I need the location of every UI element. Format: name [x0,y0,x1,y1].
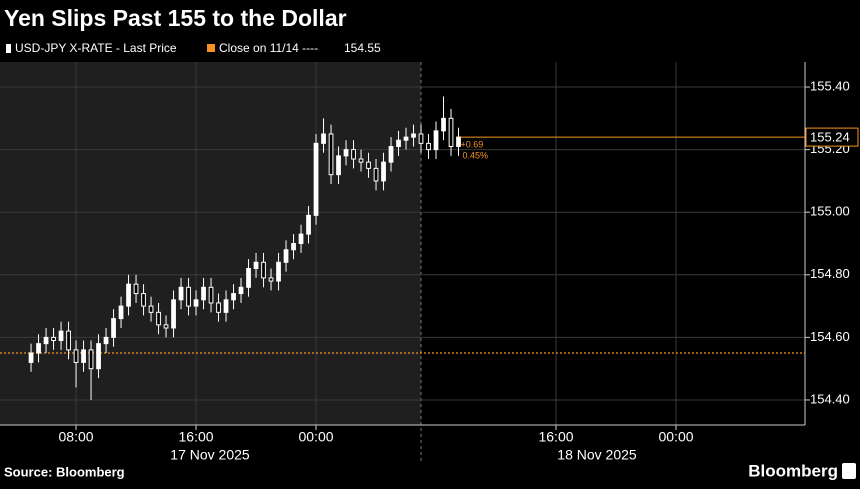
brand: Bloomberg [748,461,838,480]
candle-body [291,243,296,251]
candle-body [231,293,236,301]
y-tick-label: 154.80 [810,266,850,281]
candle-body [306,214,311,235]
x-tick-label: 16:00 [179,429,214,445]
legend-label: USD-JPY X-RATE - Last Price [15,41,177,55]
legend-value: 154.55 [344,41,381,55]
candle-body [103,336,109,345]
candle-body [148,305,154,313]
candle-body [396,139,401,147]
candle-body [28,352,34,363]
candle-body [373,167,379,182]
legend-swatch [207,44,215,52]
candle-body [126,283,131,307]
candle-body [163,324,169,329]
candle-body [156,311,161,326]
candle-body [328,133,334,176]
candle-body [171,299,176,329]
legend-swatch [6,44,11,53]
candle-body [433,130,439,151]
candle-body [193,299,199,307]
candle-body [216,302,221,313]
candle-body [366,161,371,169]
candle-body [298,233,304,245]
last-price-box [805,127,859,147]
candle-body [351,149,356,160]
y-tick-label: 154.60 [810,329,850,344]
x-tick-label: 00:00 [299,429,334,445]
session-shade [0,62,422,425]
y-tick-label: 155.40 [810,78,850,93]
legend-label: Close on 11/14 ---- [219,41,318,55]
candle-body [456,136,461,147]
candle-body [441,117,446,132]
candle-body [118,305,124,320]
candle-body [88,349,94,370]
candle-body [336,155,341,176]
candle-body [253,261,259,270]
brand-icon [842,463,856,479]
candle-body [36,343,41,354]
candle-body [246,268,251,288]
candle-body [208,286,214,304]
chart-title: Yen Slips Past 155 to the Dollar [4,5,347,31]
candle-body [186,286,191,307]
candle-body [276,261,281,282]
candle-body [43,336,49,345]
candle-body [418,133,424,144]
candle-body [133,283,139,295]
candle-body [73,349,79,363]
plot: 154.40154.60154.80155.00155.20155.4008:0… [0,62,859,463]
candle-body [343,149,349,157]
candle-body [268,277,274,282]
candle-body [58,330,64,342]
candle-body [313,142,319,216]
candle-body [238,286,244,295]
candle-body [201,286,206,301]
y-tick-label: 155.00 [810,204,850,219]
x-tick-label: 00:00 [658,429,693,445]
candle-body [358,158,364,163]
candle-body [448,117,454,147]
candle-body [81,349,86,363]
candle-body [388,145,394,163]
candle-body [223,299,229,313]
candle-body [381,161,386,182]
x-tick-label: 16:00 [538,429,573,445]
candle-body [96,343,101,370]
candle-body [66,330,71,351]
candle-body [51,336,56,342]
last-price-label: 155.24 [810,130,850,145]
change-label: +0.69 [461,139,484,149]
candle-body [403,136,409,141]
candle-body [283,249,289,263]
candle-body [321,133,326,144]
candle-body [261,261,266,279]
source: Source: Bloomberg [4,464,125,479]
candle-body [411,133,416,138]
x-date-label: 18 Nov 2025 [557,447,637,463]
candle-body [141,293,146,307]
change-pct-label: 0.45% [463,150,489,160]
candle-body [426,142,431,151]
y-tick-label: 154.40 [810,391,850,406]
candle-body [178,286,184,301]
x-date-label: 17 Nov 2025 [170,447,250,463]
candle-body [111,318,116,338]
x-tick-label: 08:00 [59,429,94,445]
